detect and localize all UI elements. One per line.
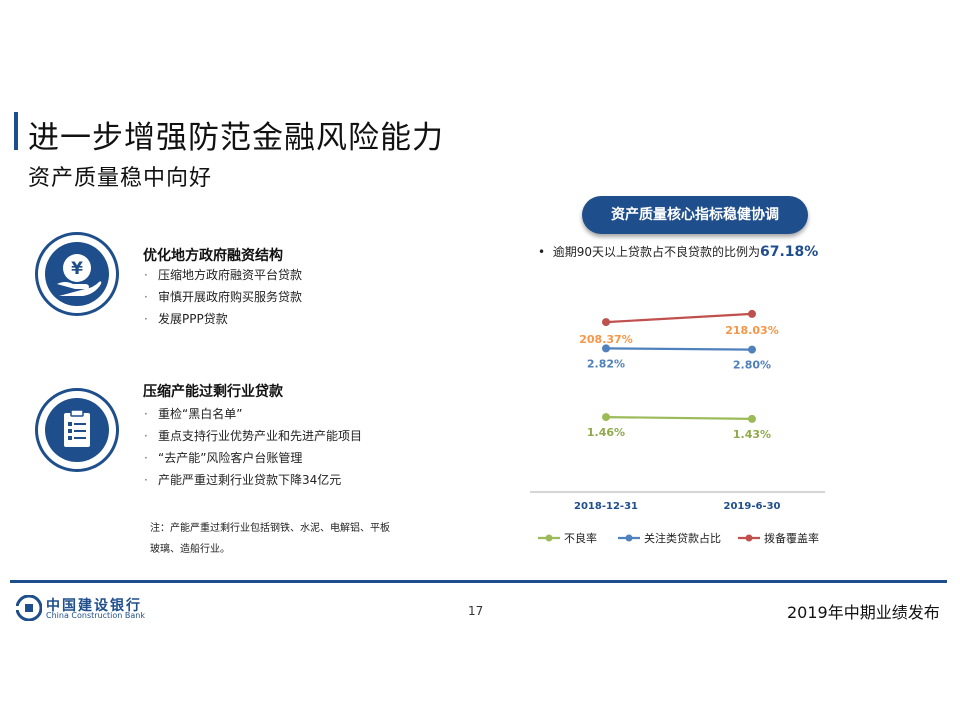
- legend-label: 拨备覆盖率: [764, 531, 819, 545]
- svg-text:¥: ¥: [71, 259, 83, 279]
- title-accent-bar: [14, 112, 18, 150]
- data-label: 1.46%: [587, 426, 625, 439]
- legend-label: 不良率: [564, 531, 597, 545]
- bank-name-cn: 中国建设银行: [46, 598, 142, 614]
- data-label: 1.43%: [733, 428, 771, 441]
- page-title: 进一步增强防范金融风险能力: [28, 120, 444, 156]
- clipboard-list-icon: [35, 388, 119, 472]
- bank-name-en: China Construction Bank: [46, 611, 145, 620]
- legend-marker: [745, 534, 753, 542]
- data-point: [748, 309, 756, 318]
- list-item: 产能严重过剩行业贷款下降34亿元: [144, 469, 362, 491]
- data-point: [748, 414, 756, 423]
- list-item: 重检“黑白名单”: [144, 403, 362, 425]
- data-label: 2.82%: [587, 357, 625, 370]
- legend-marker: [625, 534, 633, 542]
- chart-bullet: • 逾期90天以上贷款占不良贷款的比例为67.18%: [538, 244, 819, 260]
- chart-bullet-value: 67.18%: [760, 244, 819, 260]
- data-point: [602, 344, 610, 353]
- series-line: [605, 312, 753, 324]
- page-subtitle: 资产质量稳中向好: [28, 166, 213, 191]
- data-label: 218.03%: [725, 324, 778, 337]
- local-gov-bullet-list: 压缩地方政府融资平台贷款 审慎开展政府购买服务贷款 发展PPP贷款: [144, 264, 302, 330]
- x-tick-label: 2018-12-31: [574, 501, 638, 512]
- chart-bullet-text: 逾期90天以上贷款占不良贷款的比例为: [552, 245, 760, 259]
- yen-hand-icon: ¥: [35, 232, 119, 316]
- x-tick-label: 2019-6-30: [723, 501, 780, 512]
- data-label: 2.80%: [733, 359, 771, 372]
- chart-heading-pill: 资产质量核心指标稳健协调: [582, 196, 808, 234]
- section-title-local-gov: 优化地方政府融资结构: [143, 248, 283, 264]
- list-item: 发展PPP贷款: [144, 308, 302, 330]
- section-title-overcapacity: 压缩产能过剩行业贷款: [143, 384, 283, 400]
- report-name: 2019年中期业绩发布: [787, 603, 940, 622]
- list-item: 重点支持行业优势产业和先进产能项目: [144, 425, 362, 447]
- overcapacity-bullet-list: 重检“黑白名单” 重点支持行业优势产业和先进产能项目 “去产能”风险客户台账管理…: [144, 403, 362, 491]
- data-point: [748, 345, 756, 354]
- ccb-logo-icon: [16, 595, 42, 621]
- series-line: [605, 347, 753, 351]
- data-label: 208.37%: [579, 333, 632, 346]
- series-line: [605, 416, 753, 420]
- legend-marker: [545, 534, 553, 542]
- line-chart: 1.46% 1.43% 2.82% 2.80% 208.37% 218.03% 2018-1…: [530, 309, 825, 545]
- data-point: [602, 413, 610, 422]
- footnote: 注：产能严重过剩行业包括钢铁、水泥、电解铝、平板玻璃、造船行业。: [150, 523, 390, 555]
- data-point: [602, 318, 610, 327]
- list-item: 压缩地方政府融资平台贷款: [144, 264, 302, 286]
- list-item: “去产能”风险客户台账管理: [144, 447, 362, 469]
- list-item: 审慎开展政府购买服务贷款: [144, 286, 302, 308]
- legend-label: 关注类贷款占比: [644, 531, 721, 545]
- footer-divider: [10, 580, 947, 583]
- page-number: 17: [468, 604, 484, 618]
